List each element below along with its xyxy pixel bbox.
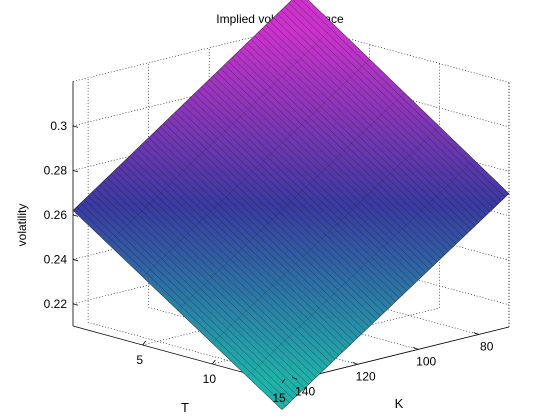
mesh-line (103, 181, 313, 382)
mesh-line (140, 144, 351, 346)
y-tick (413, 347, 419, 350)
mesh-line (137, 148, 347, 349)
mesh-line (235, 53, 445, 256)
mesh-line (91, 192, 302, 392)
mesh-line (114, 170, 324, 371)
y-tick (352, 361, 358, 365)
grid-line (72, 247, 510, 306)
mesh-line (250, 39, 460, 241)
grid-line (87, 77, 298, 380)
mesh-line (110, 173, 321, 374)
mesh-line (106, 177, 317, 378)
x-tick-label: 10 (203, 372, 217, 386)
mesh-line (186, 101, 396, 302)
mesh-line (148, 137, 358, 338)
mesh-line (231, 57, 442, 259)
z-tick (72, 169, 79, 173)
z-tick-label: 0.24 (44, 252, 68, 266)
grid-line (281, 82, 510, 384)
mesh-line (156, 130, 366, 331)
mesh-line (261, 28, 472, 230)
x-tick (142, 340, 146, 346)
mesh-line (125, 159, 336, 360)
mesh-line (273, 17, 483, 219)
mesh-line (171, 115, 381, 317)
y-tick-label: 100 (416, 354, 436, 368)
mesh-line (182, 104, 392, 306)
x-axis-label: T (181, 400, 189, 415)
x-tick-label: 5 (136, 353, 143, 367)
surface-patch (72, 0, 510, 411)
mesh-line (76, 206, 286, 407)
mesh-line (144, 141, 355, 342)
z-tick (72, 214, 79, 217)
mesh-line (209, 79, 419, 281)
mesh-line (280, 10, 491, 212)
mesh-line (177, 92, 405, 311)
z-axis-label: volatility (15, 204, 29, 247)
mesh-line (95, 188, 305, 389)
mesh-line (212, 75, 423, 277)
mesh-line (167, 119, 377, 320)
z-tick-label: 0.26 (44, 208, 68, 222)
z-tick (72, 303, 79, 306)
mesh-line (247, 159, 475, 377)
mesh-line (178, 108, 389, 310)
mesh-line (129, 155, 339, 356)
mesh-line (239, 50, 449, 252)
surface (72, 0, 510, 411)
z-tick (72, 258, 79, 262)
mesh-line (107, 25, 335, 244)
grid-line (72, 69, 510, 128)
mesh-line (205, 82, 415, 284)
mesh-line (193, 93, 404, 295)
mesh-line (174, 111, 385, 313)
mesh-line (159, 126, 370, 328)
mesh-line (142, 59, 370, 277)
mesh-line (269, 21, 479, 223)
y-axis-label: K (395, 396, 404, 411)
x-tick-label: 15 (272, 391, 286, 405)
mesh-line (212, 126, 440, 344)
mesh-line (163, 122, 373, 324)
mesh-line (227, 61, 438, 263)
mesh-line (258, 31, 468, 234)
mesh-line (292, 0, 502, 201)
y-tick-label: 80 (480, 339, 494, 353)
mesh-line (84, 199, 294, 400)
mesh-line (197, 90, 408, 292)
y-tick (291, 376, 298, 380)
mesh-line (122, 162, 332, 364)
mesh-line (99, 184, 309, 385)
mesh-line (288, 2, 498, 205)
mesh-line (284, 6, 495, 209)
z-tick (72, 125, 79, 128)
y-tick-label: 140 (295, 384, 315, 398)
mesh-line (133, 152, 343, 353)
mesh-line (254, 35, 464, 238)
mesh-line (87, 195, 298, 396)
mesh-line (80, 202, 290, 403)
mesh-line (216, 71, 426, 274)
mesh-line (277, 13, 487, 216)
mesh-line (265, 24, 476, 227)
z-tick-label: 0.28 (44, 163, 68, 177)
y-tick-label: 120 (356, 369, 376, 383)
mesh-line (224, 64, 434, 266)
x-tick (281, 378, 286, 384)
tick-labels: 0.22 0.24 0.26 0.28 0.3 5 10 15 80 100 120 140 (44, 119, 494, 405)
z-tick-label: 0.3 (50, 119, 67, 133)
mesh-line (243, 46, 453, 248)
mesh-line (190, 97, 400, 299)
z-tick-label: 0.22 (44, 297, 68, 311)
mesh-line (152, 133, 362, 335)
mesh-line (300, 0, 506, 198)
y-tick (473, 332, 479, 335)
mesh-line (118, 166, 328, 367)
mesh-line (201, 86, 411, 288)
mesh-line (246, 42, 457, 245)
x-tick (212, 359, 216, 365)
mesh-line (220, 68, 430, 270)
